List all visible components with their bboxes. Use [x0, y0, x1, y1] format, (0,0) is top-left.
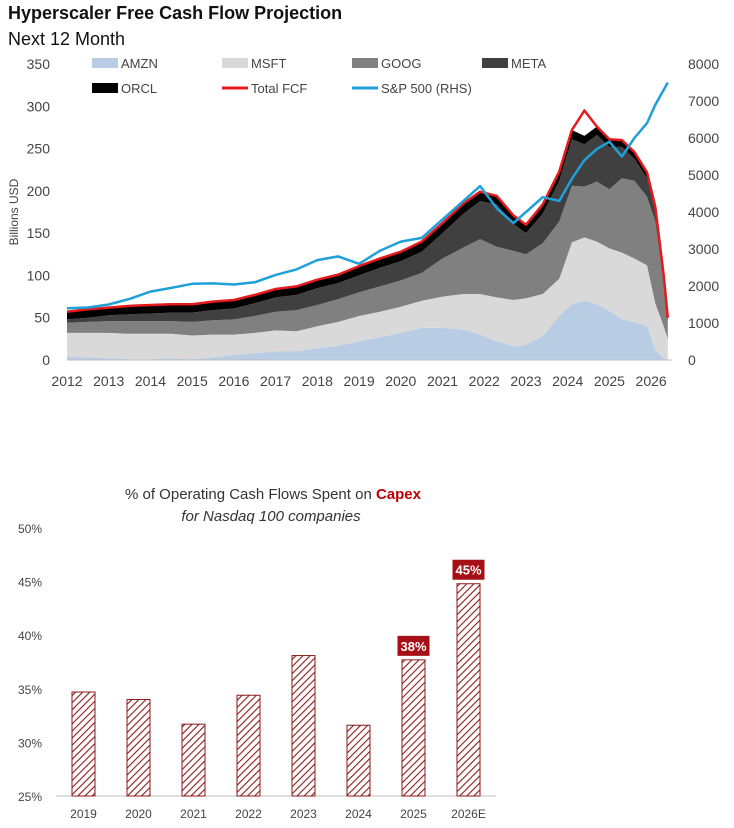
x-tick-label: 2015 — [177, 373, 208, 389]
y-tick-label: 150 — [27, 225, 51, 241]
x-tick-label: 2019 — [70, 807, 97, 821]
area-msft — [67, 237, 668, 360]
x-tick-label: 2018 — [302, 373, 333, 389]
bar-2019 — [71, 691, 96, 797]
x-tick-label: 2024 — [345, 807, 372, 821]
legend-swatch — [92, 83, 118, 93]
area-amzn — [67, 300, 668, 360]
y-tick-label: 350 — [27, 56, 51, 72]
y-tick-label: 30% — [18, 736, 42, 750]
bar-chart-subtitle: for Nasdaq 100 companies — [181, 508, 361, 525]
legend-label: META — [511, 56, 546, 71]
legend-swatch — [222, 58, 248, 68]
data-label: 45% — [455, 563, 481, 578]
y2-tick-label: 4000 — [688, 204, 719, 220]
x-tick-label: 2012 — [51, 373, 82, 389]
data-label-bg — [397, 635, 430, 656]
x-tick-label: 2020 — [385, 373, 416, 389]
legend-item: ORCL — [92, 81, 157, 96]
legend-swatch — [352, 58, 378, 68]
legend-item: META — [482, 56, 546, 71]
y2-tick-label: 6000 — [688, 130, 719, 146]
x-tick-label: 2017 — [260, 373, 291, 389]
legend-item: S&P 500 (RHS) — [352, 81, 472, 96]
legend-item: MSFT — [222, 56, 286, 71]
y2-tick-label: 2000 — [688, 278, 719, 294]
y2-tick-label: 3000 — [688, 241, 719, 257]
y-tick-label: 0 — [42, 352, 50, 368]
x-tick-label: 2026E — [451, 807, 486, 821]
y-tick-label: 250 — [27, 141, 51, 157]
x-tick-label: 2021 — [180, 807, 207, 821]
sp500-line — [66, 81, 669, 310]
y2-tick-label: 1000 — [688, 315, 719, 331]
x-tick-label: 2022 — [469, 373, 500, 389]
legend-swatch — [482, 58, 508, 68]
legend-label: AMZN — [121, 56, 158, 71]
data-label: 38% — [400, 639, 426, 654]
bar-2022 — [236, 694, 261, 797]
bar-2021 — [181, 723, 206, 797]
x-tick-label: 2023 — [510, 373, 541, 389]
y-axis-label: Billions USD — [7, 178, 21, 245]
fcf-area-chart: 0 50 100 150 200 250 300 350 0 1000 2000 3000 4000 50… — [7, 56, 719, 389]
x-tick-label: 2025 — [594, 373, 625, 389]
bar-2024 — [346, 724, 371, 797]
y-tick-label: 300 — [27, 98, 51, 114]
x-tick-label: 2013 — [93, 373, 124, 389]
y-tick-label: 100 — [27, 267, 51, 283]
y2-tick-label: 8000 — [688, 56, 719, 72]
bar-2026E — [456, 583, 481, 797]
bar-chart-title: % of Operating Cash Flows Spent on Capex — [125, 486, 422, 503]
legend-label: MSFT — [251, 56, 286, 71]
x-tick-label: 2026 — [636, 373, 667, 389]
legend-item: GOOG — [352, 56, 421, 71]
y-tick-label: 50% — [18, 522, 42, 536]
y-tick-label: 45% — [18, 576, 42, 590]
y-tick-label: 35% — [18, 683, 42, 697]
area-goog — [67, 178, 668, 339]
chart-title: Hyperscaler Free Cash Flow Projection — [8, 3, 343, 23]
legend-label: Total FCF — [251, 81, 307, 96]
legend-label: ORCL — [121, 81, 157, 96]
total-fcf-line — [66, 109, 670, 318]
bar-2025 — [401, 659, 426, 797]
x-tick-label: 2025 — [400, 807, 427, 821]
bar-2020 — [126, 699, 151, 797]
legend-swatch — [92, 58, 118, 68]
y2-tick-label: 5000 — [688, 167, 719, 183]
x-tick-label: 2023 — [290, 807, 317, 821]
legend-item: Total FCF — [222, 81, 307, 96]
y-tick-label: 50 — [34, 310, 50, 326]
chart-subtitle: Next 12 Month — [8, 29, 126, 49]
y-tick-label: 40% — [18, 629, 42, 643]
y2-tick-label: 7000 — [688, 93, 719, 109]
x-tick-label: 2016 — [218, 373, 249, 389]
legend-label: GOOG — [381, 56, 421, 71]
x-tick-label: 2024 — [552, 373, 583, 389]
y-tick-label: 200 — [27, 183, 51, 199]
x-tick-label: 2020 — [125, 807, 152, 821]
area-meta — [67, 135, 668, 323]
x-tick-label: 2021 — [427, 373, 458, 389]
x-tick-label: 2022 — [235, 807, 262, 821]
bar-2023 — [291, 655, 316, 797]
x-tick-label: 2019 — [343, 373, 374, 389]
x-tick-label: 2014 — [135, 373, 166, 389]
y-tick-label: 25% — [18, 790, 42, 804]
legend-item: AMZN — [92, 56, 158, 71]
data-label-bg — [452, 559, 485, 580]
y2-tick-label: 0 — [688, 352, 696, 368]
legend-label: S&P 500 (RHS) — [381, 81, 472, 96]
capex-bar-chart: % of Operating Cash Flows Spent on Capex… — [18, 486, 496, 821]
